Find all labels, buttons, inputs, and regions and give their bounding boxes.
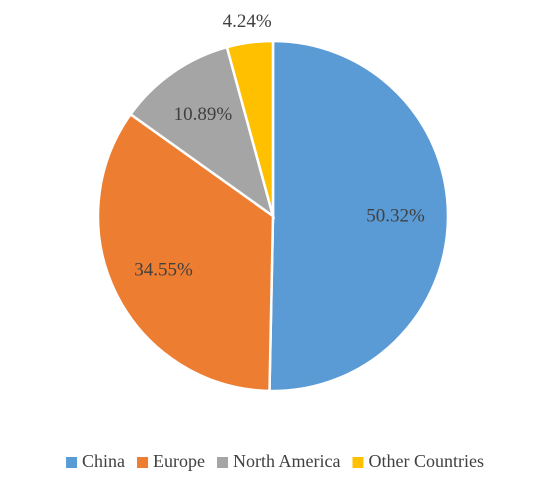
data-label: 10.89%: [174, 104, 233, 125]
legend-swatch: [66, 457, 78, 468]
legend-label: Other Countries: [368, 451, 483, 471]
pie-slice: [268, 39, 450, 393]
legend-swatch: [352, 457, 364, 468]
data-label: 4.24%: [223, 11, 272, 32]
data-label: 50.32%: [366, 206, 425, 227]
pie-slice: [225, 39, 275, 217]
legend-swatch: [137, 457, 149, 468]
data-label: 34.55%: [134, 259, 193, 280]
legend-label: China: [82, 451, 125, 471]
legend-label: North America: [233, 451, 340, 471]
pie-slice: [96, 112, 275, 393]
legend-label: Europe: [153, 451, 205, 471]
legend-swatch: [217, 457, 229, 468]
